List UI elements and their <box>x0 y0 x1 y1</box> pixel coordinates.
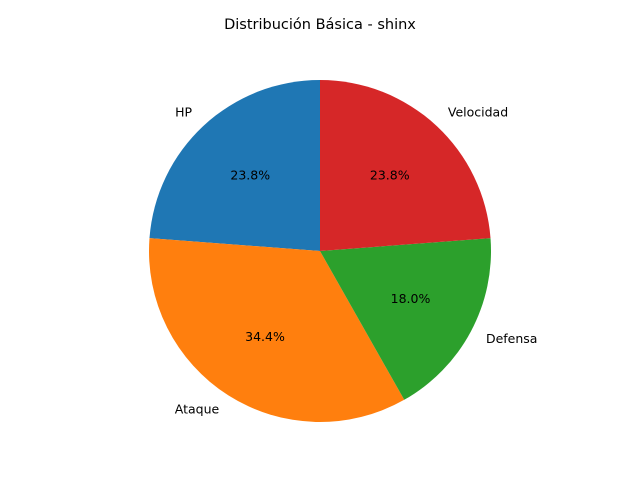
slice-label-ataque: Ataque <box>175 401 220 416</box>
pie-labels: HP 23.8% Ataque 34.4% Defensa 18.0% Velocidad 2… <box>175 105 538 417</box>
slice-percent-ataque: 34.4% <box>245 329 285 344</box>
chart-title: Distribución Básica - shinx <box>224 17 416 33</box>
slice-percent-hp: 23.8% <box>230 167 270 182</box>
pie-slice-velocidad <box>320 80 491 251</box>
slice-label-hp: HP <box>175 105 192 120</box>
pie-slices <box>149 80 491 423</box>
slice-percent-defensa: 18.0% <box>391 291 431 306</box>
slice-label-defensa: Defensa <box>486 331 538 346</box>
slice-percent-velocidad: 23.8% <box>370 167 410 182</box>
slice-label-velocidad: Velocidad <box>448 105 508 120</box>
pie-slice-hp <box>149 80 320 251</box>
pie-slice-ataque <box>149 238 405 423</box>
pie-slice-defensa <box>320 238 491 400</box>
